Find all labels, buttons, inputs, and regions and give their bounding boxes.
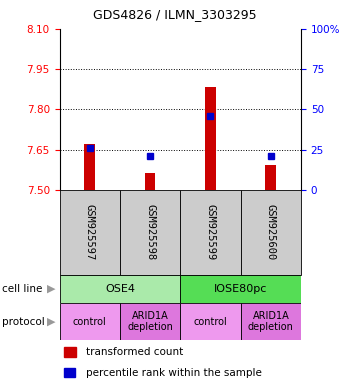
Bar xyxy=(265,165,276,190)
FancyBboxPatch shape xyxy=(241,303,301,340)
Bar xyxy=(64,347,76,357)
Text: OSE4: OSE4 xyxy=(105,284,135,294)
Text: GSM925600: GSM925600 xyxy=(266,204,276,260)
Text: cell line: cell line xyxy=(2,284,42,294)
Text: protocol: protocol xyxy=(2,316,44,327)
Text: ARID1A
depletion: ARID1A depletion xyxy=(127,311,173,333)
Text: ARID1A
depletion: ARID1A depletion xyxy=(248,311,294,333)
Bar xyxy=(64,367,75,377)
Text: percentile rank within the sample: percentile rank within the sample xyxy=(86,367,261,377)
Bar xyxy=(84,144,95,190)
Text: transformed count: transformed count xyxy=(86,347,183,357)
Text: ▶: ▶ xyxy=(47,316,55,327)
Text: GSM925599: GSM925599 xyxy=(205,204,216,260)
FancyBboxPatch shape xyxy=(120,190,180,275)
FancyBboxPatch shape xyxy=(180,190,241,275)
FancyBboxPatch shape xyxy=(241,190,301,275)
Bar xyxy=(205,87,216,190)
Text: GSM925597: GSM925597 xyxy=(85,204,95,260)
FancyBboxPatch shape xyxy=(180,275,301,303)
FancyBboxPatch shape xyxy=(120,303,180,340)
Text: control: control xyxy=(73,316,106,327)
Bar xyxy=(145,173,155,190)
FancyBboxPatch shape xyxy=(180,303,241,340)
FancyBboxPatch shape xyxy=(60,303,120,340)
Text: IOSE80pc: IOSE80pc xyxy=(214,284,267,294)
FancyBboxPatch shape xyxy=(60,275,180,303)
Text: control: control xyxy=(194,316,227,327)
Text: GSM925598: GSM925598 xyxy=(145,204,155,260)
FancyBboxPatch shape xyxy=(60,190,120,275)
Text: GDS4826 / ILMN_3303295: GDS4826 / ILMN_3303295 xyxy=(93,8,257,21)
Text: ▶: ▶ xyxy=(47,284,55,294)
